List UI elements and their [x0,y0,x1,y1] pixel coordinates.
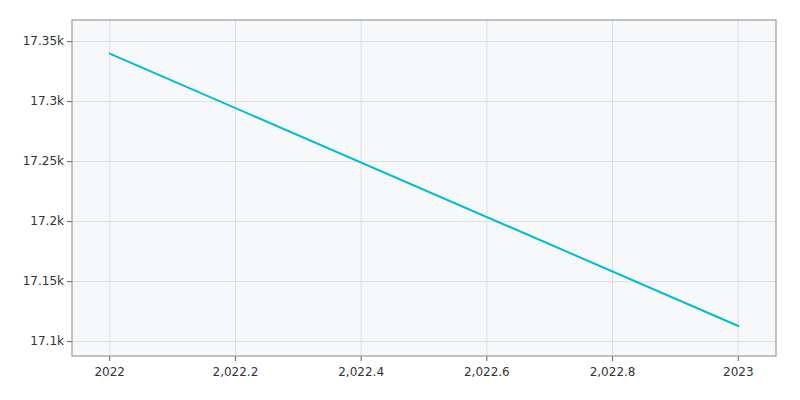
x-grid-line [235,20,236,356]
x-tick-label: 2023 [723,365,754,379]
page: {"chart_data": {"type": "line", "x": [20… [0,0,800,400]
y-tick [67,221,72,222]
x-tick [235,356,236,361]
y-tick-label: 17.15k [23,274,64,288]
x-grid-line [486,20,487,356]
chart-container: 17.1k 17.15k 17.2k 17.25k 17.3k 17.35k 2022 2,0… [0,0,800,400]
grid [72,20,776,356]
y-tick [67,341,72,342]
y-tick [67,161,72,162]
x-tick-label: 2022 [94,365,125,379]
y-grid-line [72,101,776,102]
y-tick-label: 17.25k [23,154,64,168]
data-layer [110,54,739,326]
x-tick-label: 2,022.4 [338,365,384,379]
plot-frame [72,20,776,356]
y-tick [67,281,72,282]
y-grid-line [72,161,776,162]
y-tick-label: 17.3k [30,94,64,108]
x-tick-label: 2,022.6 [464,365,510,379]
y-tick-label: 17.1k [30,334,64,348]
y-tick-label: 17.2k [30,214,64,228]
y-tick-label: 17.35k [23,34,64,48]
y-tick [67,101,72,102]
y-grid-line [72,281,776,282]
x-tick [361,356,362,361]
axes: 17.1k 17.15k 17.2k 17.25k 17.3k 17.35k 2022 2,0… [23,34,754,379]
plot-background [72,20,776,356]
x-tick [109,356,110,361]
x-grid-line [109,20,110,356]
y-grid-line [72,341,776,342]
chart-svg: 17.1k 17.15k 17.2k 17.25k 17.3k 17.35k 2022 2,0… [0,0,800,400]
x-grid-line [612,20,613,356]
x-grid-line [361,20,362,356]
x-tick [486,356,487,361]
x-tick [612,356,613,361]
x-tick-label: 2,022.2 [213,365,259,379]
y-grid-line [72,41,776,42]
y-grid-line [72,221,776,222]
line-series [110,54,739,326]
x-tick-label: 2,022.8 [590,365,636,379]
x-grid-line [738,20,739,356]
y-tick [67,41,72,42]
x-tick [738,356,739,361]
